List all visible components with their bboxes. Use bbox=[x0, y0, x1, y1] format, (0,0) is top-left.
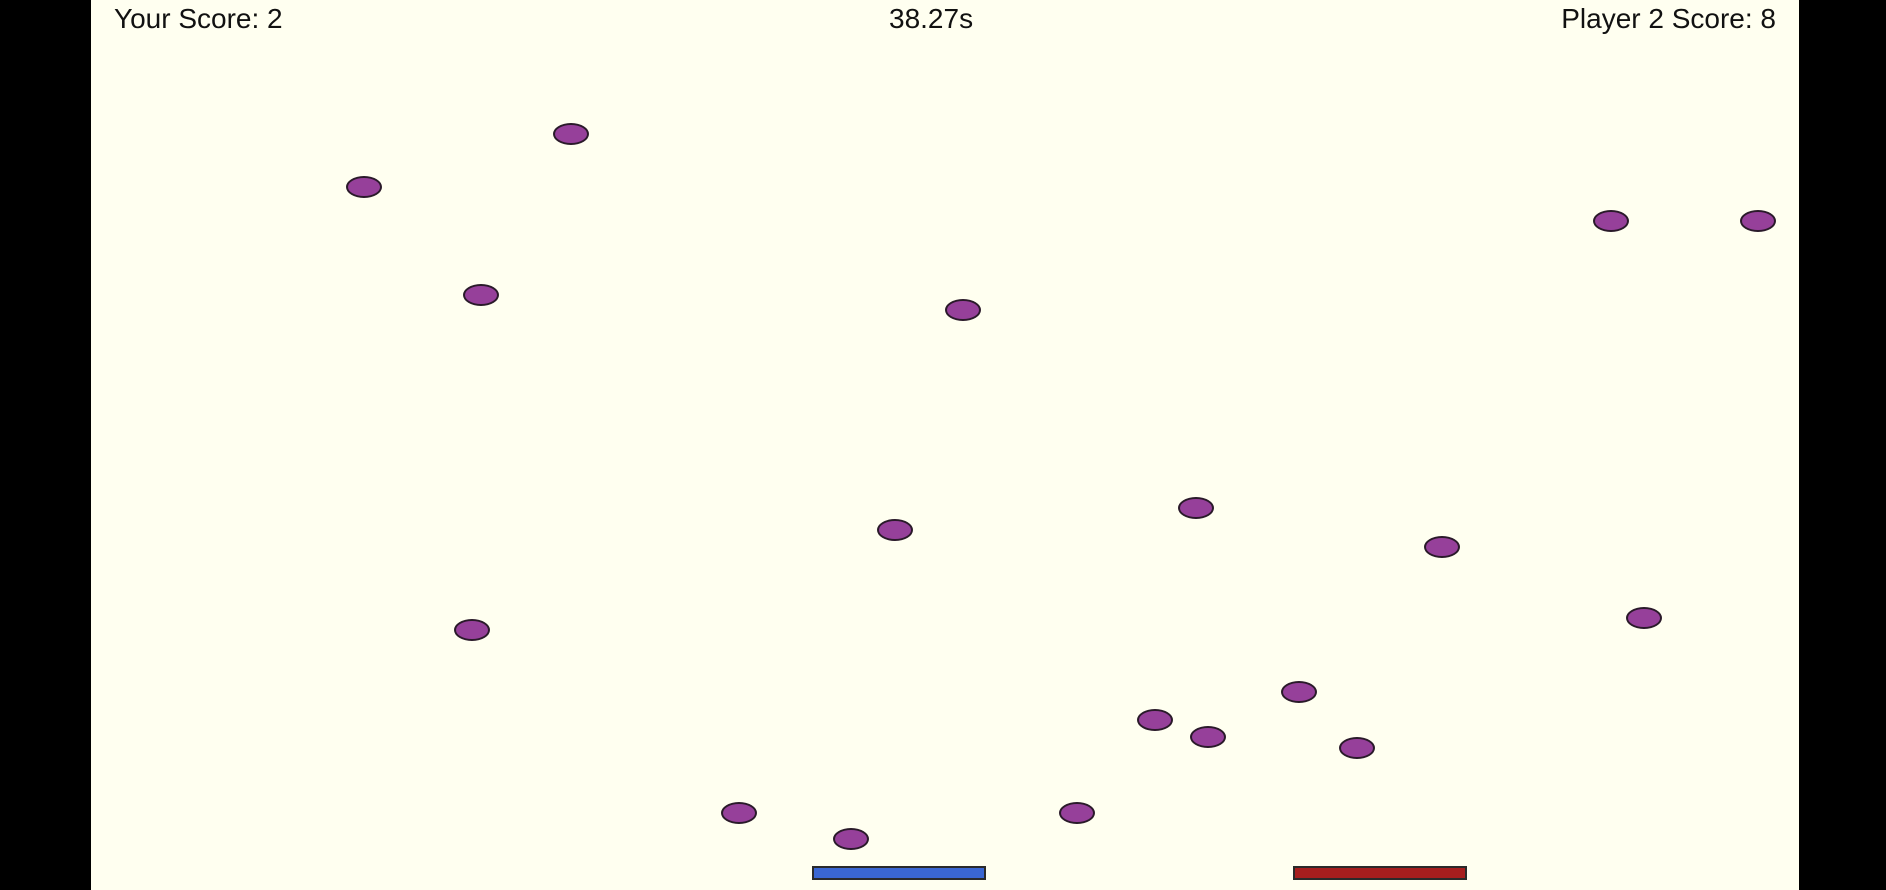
player2-score: Player 2 Score: 8 bbox=[1561, 3, 1776, 34]
ball bbox=[463, 284, 499, 306]
player2-paddle[interactable] bbox=[1293, 866, 1467, 880]
ball bbox=[1137, 709, 1173, 731]
your-score: Your Score: 2 bbox=[114, 3, 283, 34]
ball bbox=[833, 828, 869, 850]
ball bbox=[1059, 802, 1095, 824]
ball bbox=[1424, 536, 1460, 558]
ball bbox=[877, 519, 913, 541]
ball bbox=[721, 802, 757, 824]
ball bbox=[1593, 210, 1629, 232]
ball bbox=[1190, 726, 1226, 748]
player1-paddle[interactable] bbox=[812, 866, 986, 880]
playfield[interactable]: Your Score: 2 38.27s Player 2 Score: 8 bbox=[91, 0, 1799, 890]
ball bbox=[945, 299, 981, 321]
ball bbox=[553, 123, 589, 145]
ball bbox=[1178, 497, 1214, 519]
ball bbox=[1281, 681, 1317, 703]
ball bbox=[1740, 210, 1776, 232]
ball bbox=[346, 176, 382, 198]
timer: 38.27s bbox=[889, 3, 974, 34]
ball bbox=[1626, 607, 1662, 629]
ball bbox=[454, 619, 490, 641]
ball bbox=[1339, 737, 1375, 759]
